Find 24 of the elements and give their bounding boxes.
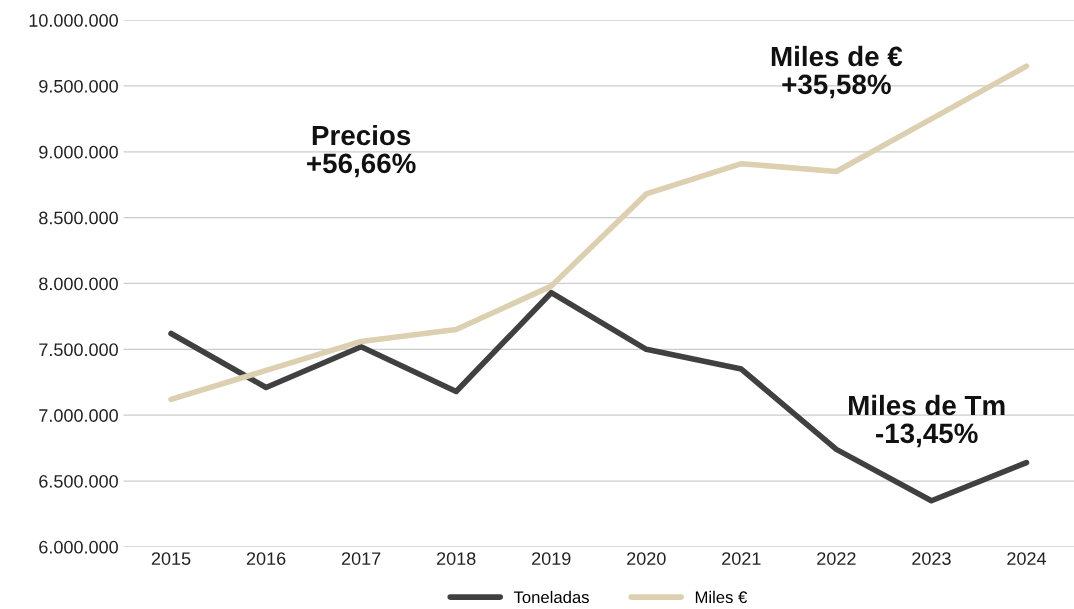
x-tick-label: 2019 <box>532 552 571 566</box>
x-tick-label: 2015 <box>151 552 191 566</box>
x-tick-label: 2022 <box>817 552 856 566</box>
legend-label: Miles € <box>695 590 748 604</box>
y-tick-label: 10.000.000 <box>29 14 118 27</box>
y-tick-label: 8.500.000 <box>39 211 118 225</box>
annotation: Miles de € +35,58% <box>771 45 903 99</box>
y-tick-label: 9.000.000 <box>39 145 118 159</box>
x-tick-label: 2017 <box>341 552 381 566</box>
x-tick-label: 2020 <box>627 552 666 566</box>
annotation: Miles de Tm -13,45% <box>849 394 1005 448</box>
y-tick-label: 7.500.000 <box>39 343 118 357</box>
y-tick-label: 9.500.000 <box>39 79 118 93</box>
x-tick-label: 2024 <box>1007 552 1047 566</box>
x-tick-label: 2016 <box>246 552 286 566</box>
annotation: Precios +56,66% <box>307 124 416 178</box>
y-tick-label: 7.000.000 <box>39 409 118 422</box>
y-tick-label: 6.500.000 <box>39 474 118 488</box>
x-tick-label: 2018 <box>437 552 476 566</box>
y-tick-label: 8.000.000 <box>39 277 118 291</box>
legend-label: Toneladas <box>513 590 589 604</box>
x-tick-label: 2023 <box>912 552 951 566</box>
y-tick-label: 6.000.000 <box>39 540 118 554</box>
x-tick-label: 2021 <box>722 552 761 566</box>
